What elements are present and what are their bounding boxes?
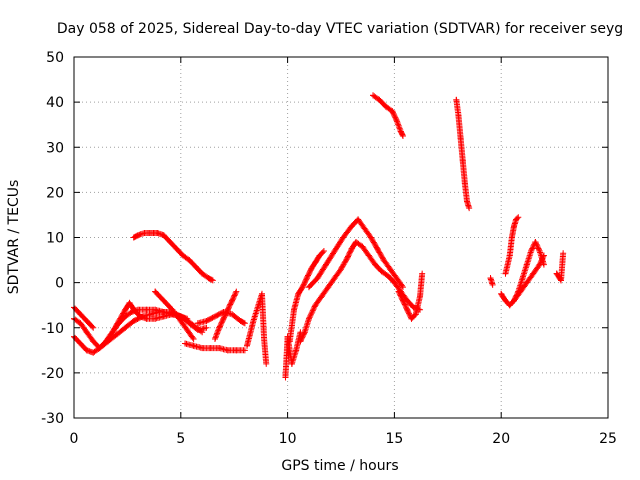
series-track: [453, 96, 472, 210]
x-tick-label: 25: [599, 431, 617, 447]
plot-frame: [73, 56, 609, 419]
chart-title: Day 058 of 2025, Sidereal Day-to-day VTE…: [57, 21, 623, 37]
series-track: [395, 272, 425, 322]
y-tick-label: 30: [46, 140, 64, 156]
x-tick-label: 10: [279, 431, 297, 447]
y-axis-title: SDTVAR / TECUs: [6, 180, 22, 295]
series-arc-7: [182, 340, 248, 354]
series-arc-20: [502, 214, 522, 277]
series-arc-21: [511, 252, 547, 304]
series-track: [244, 290, 270, 366]
series-arc-4: [103, 299, 210, 345]
y-tick-label: 0: [55, 276, 64, 292]
y-tick-label: -30: [41, 411, 64, 427]
series-arc-12: [286, 248, 327, 345]
y-tick-label: 40: [46, 95, 64, 111]
x-tick-label: 5: [176, 431, 185, 447]
series-track: [194, 309, 247, 327]
x-tick-label: 15: [385, 431, 403, 447]
series-arc-22: [553, 250, 567, 284]
series-track: [212, 289, 239, 342]
series-arc-16: [395, 270, 426, 322]
series-arc-14: [305, 216, 406, 291]
series-track: [152, 288, 196, 341]
series-arc-5: [130, 229, 216, 284]
x-tick-label: 20: [492, 431, 510, 447]
data-point: [233, 288, 240, 295]
x-axis-title: GPS time / hours: [281, 458, 398, 474]
x-tick-labels: 0 5 10 15 20 25: [70, 431, 617, 447]
series-track: [306, 216, 405, 291]
series-track: [487, 275, 496, 287]
series-track: [502, 215, 521, 277]
y-tick-label: -20: [41, 366, 64, 382]
series-arc-6: [152, 288, 197, 343]
series-arc-18: [487, 275, 496, 288]
y-tick-label: 50: [46, 50, 64, 66]
series-track: [511, 253, 547, 304]
series-track: [182, 340, 247, 354]
data-series: [71, 92, 567, 381]
series-arc-9: [211, 288, 240, 343]
y-tick-label: 20: [46, 185, 64, 201]
data-point: [540, 252, 547, 259]
y-tick-label: -10: [41, 321, 64, 337]
series-arc-10: [244, 290, 270, 367]
series-arc-13: [297, 239, 424, 345]
series-arc-8: [194, 308, 248, 327]
series-track: [130, 230, 215, 283]
series-track: [370, 92, 406, 138]
series-arc-17: [453, 96, 473, 212]
x-tick-label: 0: [70, 431, 79, 447]
y-tick-labels: -30 -20 -10 0 10 20 30 40 50: [41, 50, 64, 427]
series-track: [553, 251, 566, 284]
series-arc-15: [370, 92, 406, 139]
series-track: [286, 249, 326, 345]
y-tick-label: 10: [46, 231, 64, 247]
